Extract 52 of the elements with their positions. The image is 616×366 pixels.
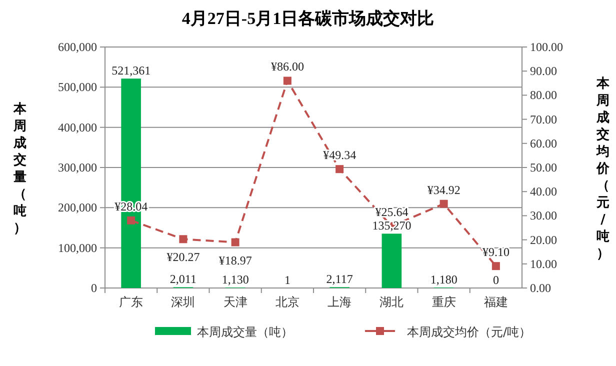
x-tick-label: 广东 xyxy=(119,295,144,309)
x-tick-label: 重庆 xyxy=(432,295,456,309)
y2-tick-label: 10.00 xyxy=(530,256,557,271)
x-tick-label: 深圳 xyxy=(171,295,196,309)
y2-tick-label: 60.00 xyxy=(530,136,557,150)
y2-tick-label: 100.00 xyxy=(530,40,563,54)
data-label: ¥49.34 xyxy=(323,148,356,162)
data-label: 1 xyxy=(284,273,290,287)
y2-tick-label: 40.00 xyxy=(530,184,557,199)
y2-tick-label: 70.00 xyxy=(530,112,557,126)
y2-tick-label: 30.00 xyxy=(530,208,557,223)
data-label: ¥34.92 xyxy=(427,182,460,197)
x-tick-label: 天津 xyxy=(223,295,248,309)
data-label: 0 xyxy=(492,273,499,287)
y-tick-label: 500,000 xyxy=(58,80,97,94)
x-tick-label: 福建 xyxy=(484,295,508,309)
legend-label: 本周成交量（吨） xyxy=(197,325,293,339)
data-label: ¥18.97 xyxy=(218,253,252,268)
y-tick-label: 100,000 xyxy=(58,240,97,255)
x-tick-label: 湖北 xyxy=(380,295,404,309)
point xyxy=(440,200,448,208)
data-label: 1,130 xyxy=(222,272,249,287)
bar xyxy=(382,234,402,288)
y-tick-label: 0 xyxy=(91,281,97,295)
y2-tick-label: 90.00 xyxy=(530,64,557,78)
point xyxy=(179,235,188,244)
y2-tick-label: 0.00 xyxy=(530,281,551,295)
point xyxy=(492,262,500,270)
y2-tick-label: 80.00 xyxy=(530,88,557,102)
data-label: 521,361 xyxy=(112,64,151,78)
legend-label: 本周成交均价（元/吨） xyxy=(407,325,532,339)
point xyxy=(283,76,292,85)
point xyxy=(336,165,344,174)
data-label: 2,117 xyxy=(326,272,353,286)
y2-tick-label: 50.00 xyxy=(530,160,557,174)
data-label: 1,180 xyxy=(430,272,458,287)
y-tick-label: 200,000 xyxy=(58,200,97,215)
data-label: ¥25.64 xyxy=(375,205,408,220)
y-axis-title: 本周成交量（吨） xyxy=(12,102,28,236)
data-label: 2,011 xyxy=(170,272,196,286)
data-label: ¥86.00 xyxy=(270,60,304,74)
y2-tick-label: 20.00 xyxy=(530,232,557,247)
text: 本周成交均价（元/吨） xyxy=(596,76,610,262)
chart-title: 4月27日-5月1日各碳市场成交对比 xyxy=(182,9,434,28)
point xyxy=(231,238,240,246)
x-tick-label: 北京 xyxy=(275,295,300,309)
y-tick-label: 400,000 xyxy=(58,120,97,134)
y-tick-label: 600,000 xyxy=(58,40,97,54)
data-label: ¥20.27 xyxy=(166,250,200,264)
y-tick-label: 300,000 xyxy=(58,160,97,174)
point xyxy=(127,216,136,224)
x-tick-label: 上海 xyxy=(328,295,352,309)
